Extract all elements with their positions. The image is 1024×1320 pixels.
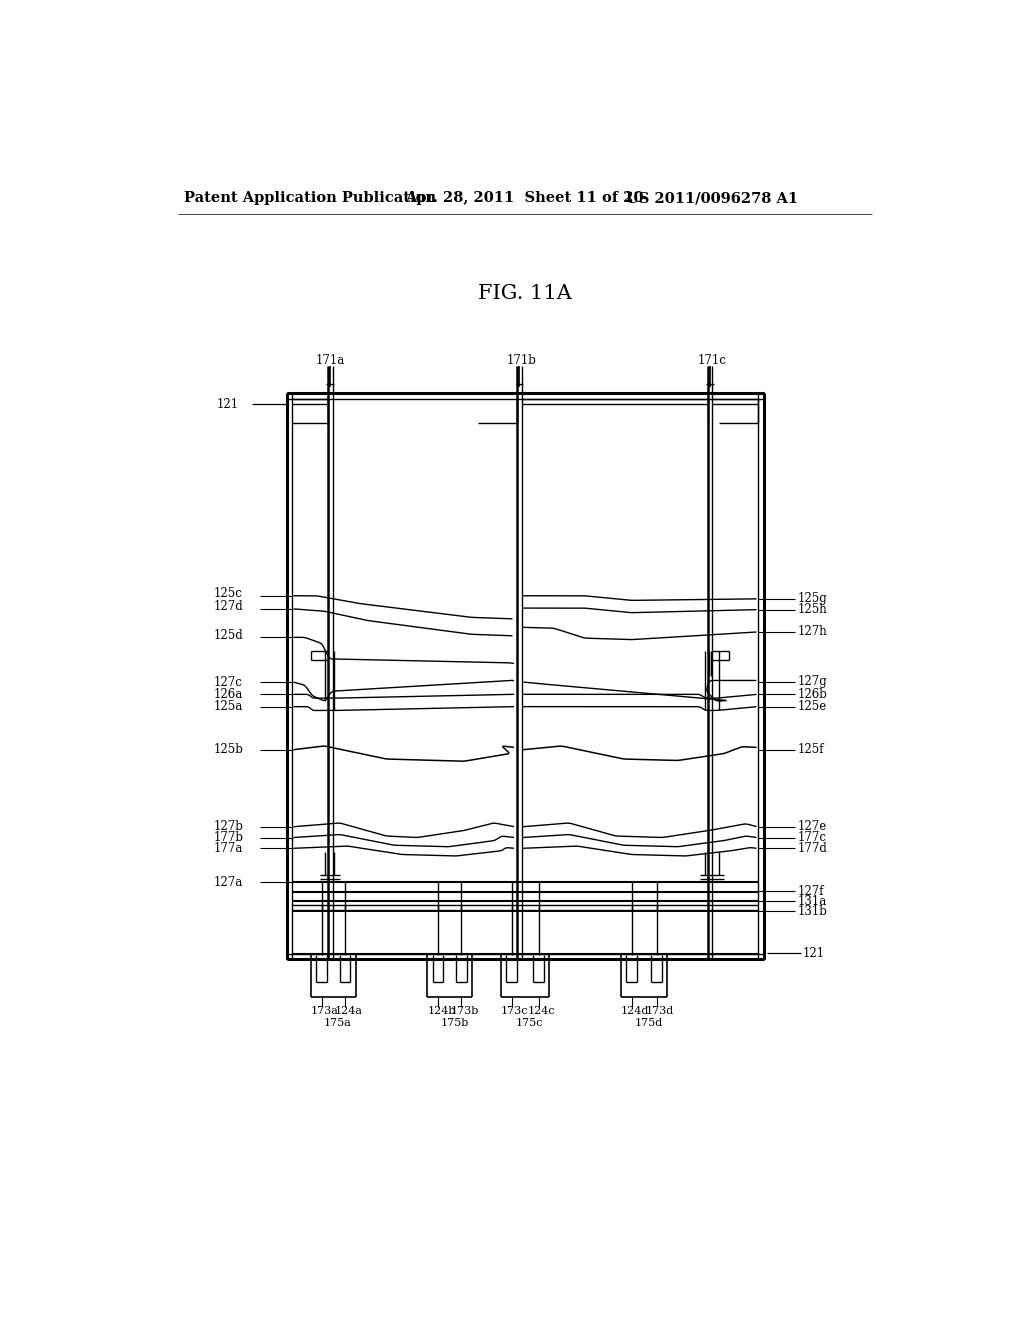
Text: 127c: 127c xyxy=(213,676,242,689)
Text: 177c: 177c xyxy=(798,832,826,843)
Text: 125b: 125b xyxy=(213,743,243,756)
Text: 173a: 173a xyxy=(311,1006,339,1016)
Text: 125f: 125f xyxy=(798,743,824,756)
Text: 131a: 131a xyxy=(798,895,826,908)
Text: Patent Application Publication: Patent Application Publication xyxy=(183,191,436,206)
Text: 125c: 125c xyxy=(213,587,242,601)
Text: 127d: 127d xyxy=(213,601,243,612)
Text: 171c: 171c xyxy=(697,354,726,367)
Text: 127a: 127a xyxy=(213,875,243,888)
Text: 125g: 125g xyxy=(798,593,827,606)
Text: 173d: 173d xyxy=(646,1006,674,1016)
Text: 124d: 124d xyxy=(621,1006,649,1016)
Text: 127g: 127g xyxy=(798,676,827,689)
Text: 127h: 127h xyxy=(798,626,827,639)
Text: 125a: 125a xyxy=(213,700,243,713)
Text: Apr. 28, 2011  Sheet 11 of 20: Apr. 28, 2011 Sheet 11 of 20 xyxy=(406,191,644,206)
Text: 171b: 171b xyxy=(506,354,537,367)
Text: 175d: 175d xyxy=(635,1018,664,1028)
Text: 124a: 124a xyxy=(334,1006,362,1016)
Text: 124c: 124c xyxy=(528,1006,556,1016)
Text: 125d: 125d xyxy=(213,630,243,643)
Text: 124b: 124b xyxy=(427,1006,456,1016)
Text: FIG. 11A: FIG. 11A xyxy=(478,284,571,302)
Text: US 2011/0096278 A1: US 2011/0096278 A1 xyxy=(627,191,799,206)
Text: 175b: 175b xyxy=(440,1018,469,1028)
Text: 126b: 126b xyxy=(798,688,827,701)
Text: 175a: 175a xyxy=(324,1018,352,1028)
Text: 175c: 175c xyxy=(516,1018,544,1028)
Text: 125h: 125h xyxy=(798,603,827,616)
Text: 121: 121 xyxy=(802,946,824,960)
Text: 173b: 173b xyxy=(451,1006,479,1016)
Text: 171a: 171a xyxy=(315,354,345,367)
Text: 173c: 173c xyxy=(501,1006,528,1016)
Text: 131b: 131b xyxy=(798,906,827,917)
Text: 126a: 126a xyxy=(213,688,243,701)
Text: 127f: 127f xyxy=(798,884,824,898)
Text: 121: 121 xyxy=(217,397,240,411)
Text: 127e: 127e xyxy=(798,820,826,833)
Text: 125e: 125e xyxy=(798,700,826,713)
Text: 177b: 177b xyxy=(213,832,244,843)
Text: 177a: 177a xyxy=(213,842,243,855)
Text: 177d: 177d xyxy=(798,842,827,855)
Text: 127b: 127b xyxy=(213,820,243,833)
